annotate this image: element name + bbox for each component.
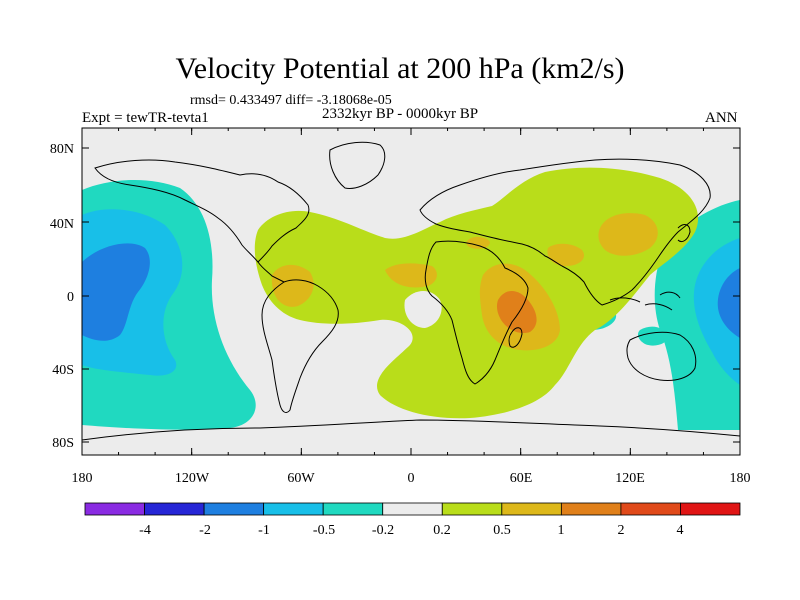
y-label-80n: 80N: [50, 142, 74, 157]
x-label-120e: 120E: [615, 471, 645, 486]
contour-fields: [82, 128, 740, 455]
south-america-coast: [261, 279, 339, 413]
greenland-coast: [329, 141, 386, 189]
maritime-negative-blob: [637, 326, 668, 346]
x-label-180w: 180: [72, 471, 93, 486]
central-america-coast: [257, 261, 285, 283]
colorbar-label-9: 2: [618, 523, 625, 538]
x-label-60w: 60W: [287, 471, 315, 486]
east-pacific-negative-strong-region: [717, 268, 740, 338]
stats-line: rmsd= 0.433497 diff= -3.18068e-05: [190, 93, 392, 108]
atlantic-neutral-hole: [404, 291, 442, 328]
south-asia-positive-mid-region: [547, 243, 585, 266]
x-label-120w: 120W: [175, 471, 210, 486]
south-america-positive-mid-region: [271, 264, 314, 307]
colorbar-label-4: -0.5: [313, 523, 335, 538]
coastlines: [82, 141, 740, 441]
axis-ticks: [81, 128, 741, 455]
colorbar-label-8: 1: [558, 523, 565, 538]
colorbar: [84, 502, 741, 516]
x-label-0: 0: [408, 471, 415, 486]
x-label-60e: 60E: [510, 471, 533, 486]
colorbar-swatch: [560, 502, 622, 516]
antarctica-coast: [82, 419, 740, 441]
colorbar-label-7: 0.5: [493, 523, 511, 538]
colorbar-label-6: 0.2: [433, 523, 451, 538]
africa-coast: [424, 240, 529, 385]
eurasia-coast: [419, 158, 711, 306]
colorbar-swatch: [144, 502, 205, 516]
colorbar-label-10: 4: [677, 523, 684, 538]
colorbar-swatch: [203, 502, 265, 516]
colorbar-swatch: [441, 502, 503, 516]
experiment-label: Expt = tewTR-tevta1: [82, 110, 209, 126]
east-pacific-negative-mid-region: [693, 238, 740, 385]
period-label: 2332kyr BP - 0000kyr BP: [322, 106, 479, 122]
north-america-coast: [94, 159, 310, 263]
colorbar-label-3: -1: [258, 523, 270, 538]
tropical-atlantic-positive-mid-region: [385, 263, 437, 288]
colorbar-swatch: [680, 502, 741, 516]
japan-coast: [677, 224, 691, 243]
mediterranean-positive-mid-region: [466, 236, 490, 249]
colorbar-swatch: [263, 502, 324, 516]
colorbar-swatch: [382, 502, 443, 516]
colorbar-swatch: [620, 502, 681, 516]
map-title: Velocity Potential at 200 hPa (km2/s): [175, 52, 625, 85]
colorbar-swatch: [501, 502, 562, 516]
madagascar-coast: [508, 327, 523, 348]
positive-strong-region: [496, 291, 537, 334]
pacific-negative-strong-region: [82, 243, 150, 341]
colorbar-swatch: [322, 502, 384, 516]
colorbar-label-5: -0.2: [372, 523, 394, 538]
colorbar-label-1: -4: [139, 523, 151, 538]
y-label-0: 0: [67, 290, 74, 305]
east-asia-positive-mid-region: [598, 213, 658, 256]
australia-coast: [626, 331, 697, 381]
positive-weak-region: [254, 167, 699, 419]
x-label-180e: 180: [730, 471, 751, 486]
season-label: ANN: [705, 110, 738, 126]
y-label-40s: 40S: [52, 363, 74, 378]
colorbar-swatch: [84, 502, 145, 516]
maritime-continent-coast: [609, 291, 681, 311]
y-label-40n: 40N: [50, 217, 74, 232]
colorbar-label-2: -2: [199, 523, 211, 538]
y-label-80s: 80S: [52, 436, 74, 451]
